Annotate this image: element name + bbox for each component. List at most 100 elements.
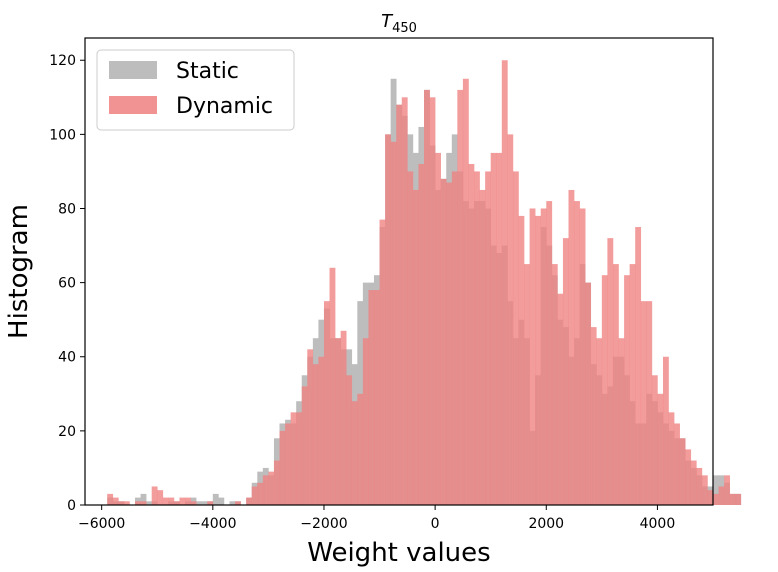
y-axis-label: Histogram	[4, 204, 34, 339]
bar-dynamic	[596, 338, 603, 505]
bar-dynamic	[507, 134, 514, 505]
bar-dynamic	[207, 501, 214, 505]
bar-dynamic	[307, 349, 314, 505]
chart-title-main: T	[381, 11, 394, 32]
x-axis-label: Weight values	[307, 538, 490, 568]
bar-dynamic	[351, 401, 358, 505]
bar-dynamic	[718, 486, 725, 505]
bar-dynamic	[685, 449, 692, 505]
bar-dynamic	[618, 338, 625, 505]
bar-dynamic	[724, 475, 730, 505]
bar-dynamic	[412, 189, 419, 505]
bar-dynamic	[107, 493, 114, 505]
x-tick-label: 0	[431, 516, 440, 532]
bar-dynamic	[440, 178, 447, 506]
bar-dynamic	[179, 497, 186, 505]
bar-static	[218, 497, 225, 505]
bar-dynamic	[385, 134, 391, 505]
bar-dynamic	[390, 141, 397, 505]
bar-dynamic	[540, 208, 547, 505]
bar-dynamic	[401, 97, 408, 506]
legend-swatch-dynamic	[109, 96, 157, 114]
bar-dynamic	[601, 275, 608, 505]
bar-dynamic	[479, 189, 486, 505]
bar-dynamic	[424, 89, 430, 505]
bar-dynamic	[451, 171, 458, 505]
bar-dynamic	[546, 201, 553, 506]
x-tick-label: −6000	[78, 516, 125, 532]
legend-swatch-static	[109, 61, 157, 79]
bar-dynamic	[279, 430, 286, 505]
bar-dynamic	[518, 215, 525, 505]
bar-dynamic	[135, 501, 141, 505]
bar-dynamic	[562, 238, 569, 505]
bar-static	[146, 501, 152, 505]
x-tick-label: 4000	[640, 516, 676, 532]
bar-dynamic	[329, 267, 336, 505]
bar-dynamic	[651, 375, 658, 505]
bar-dynamic	[340, 330, 347, 505]
bar-static	[229, 501, 236, 505]
bar-static	[212, 493, 219, 505]
x-tick-label: −2000	[300, 516, 347, 532]
bar-dynamic	[629, 264, 636, 505]
bar-dynamic	[690, 460, 697, 505]
bar-dynamic	[251, 486, 258, 505]
bar-dynamic	[335, 338, 341, 505]
bar-dynamic	[190, 501, 197, 505]
bar-dynamic	[123, 501, 130, 505]
bar-dynamic	[501, 60, 508, 505]
bar-dynamic	[162, 497, 169, 505]
bar-dynamic	[429, 97, 436, 506]
bar-dynamic	[579, 208, 586, 505]
bar-dynamic	[485, 171, 491, 505]
bar-static	[140, 493, 147, 505]
y-tick-label: 40	[58, 350, 76, 366]
bar-dynamic	[707, 490, 714, 505]
bar-dynamic	[296, 412, 303, 505]
bar-dynamic	[346, 375, 353, 505]
bar-dynamic	[157, 490, 164, 505]
bar-dynamic	[357, 393, 364, 505]
bar-dynamic	[290, 412, 297, 505]
bar-dynamic	[457, 89, 464, 505]
bar-dynamic	[168, 497, 175, 505]
x-tick-label: 2000	[528, 516, 564, 532]
bar-dynamic	[151, 486, 158, 505]
bar-dynamic	[257, 482, 264, 505]
bar-static	[196, 501, 203, 505]
bar-dynamic	[446, 182, 453, 506]
bar-dynamic	[679, 438, 686, 505]
bar-dynamic	[118, 501, 125, 505]
plot-frame	[84, 37, 714, 506]
bar-dynamic	[112, 497, 119, 505]
bar-static	[713, 475, 719, 505]
bar-dynamic	[285, 423, 291, 505]
bar-dynamic	[640, 301, 647, 505]
bar-dynamic	[323, 301, 330, 505]
bar-dynamic	[668, 412, 675, 505]
bar-dynamic	[701, 475, 708, 505]
bar-dynamic	[574, 201, 580, 506]
bar-dynamic	[396, 104, 403, 505]
legend-label-dynamic: Dynamic	[176, 94, 273, 119]
bar-dynamic	[535, 215, 542, 505]
bar-dynamic	[568, 189, 575, 505]
bar-dynamic	[468, 164, 475, 505]
y-axis-ticks: 0 20 40 60 80 100 120	[49, 53, 85, 514]
bar-dynamic	[185, 497, 191, 505]
bar-dynamic	[407, 171, 414, 505]
bar-dynamic	[524, 264, 530, 505]
bar-dynamic	[312, 364, 319, 505]
x-axis-ticks: −6000 −4000 −2000 0 2000 4000	[78, 505, 675, 532]
bar-dynamic	[235, 501, 241, 505]
bar-dynamic	[607, 238, 614, 505]
bar-dynamic	[362, 338, 369, 505]
bar-dynamic	[512, 171, 519, 505]
bar-dynamic	[529, 208, 536, 505]
y-tick-label: 60	[58, 276, 76, 292]
bar-dynamic	[624, 275, 630, 505]
bar-dynamic	[674, 423, 680, 505]
bar-dynamic	[435, 152, 441, 505]
bar-dynamic	[301, 386, 308, 505]
